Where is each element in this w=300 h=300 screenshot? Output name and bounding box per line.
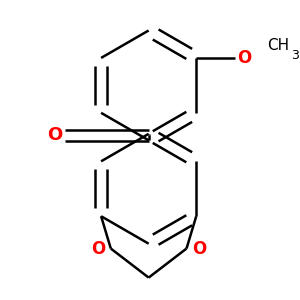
Text: O: O — [47, 127, 63, 145]
Text: CH: CH — [267, 38, 290, 52]
Text: O: O — [238, 49, 252, 67]
Text: O: O — [91, 239, 105, 257]
Text: O: O — [192, 239, 207, 257]
Text: 3: 3 — [292, 49, 299, 62]
